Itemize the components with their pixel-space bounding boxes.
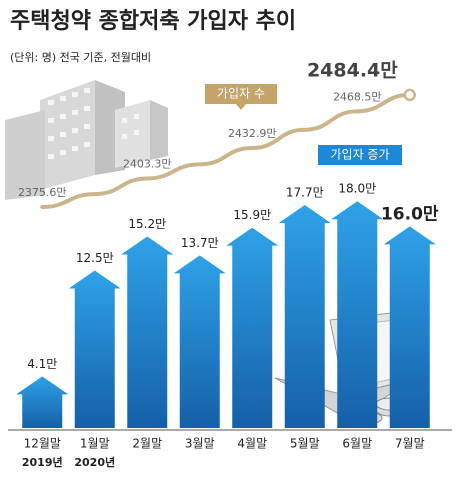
- bar-value-label: 17.7만: [286, 185, 324, 199]
- x-tick-label: 5월말: [290, 437, 320, 451]
- series-callout-label: 가입자 수: [217, 87, 265, 101]
- x-tick-label: 12월말: [24, 437, 61, 451]
- x-tick-label: 3월말: [185, 437, 215, 451]
- callout-pointer: [236, 104, 246, 110]
- bar-value-label: 15.9만: [233, 208, 271, 222]
- bar-arrow: [173, 255, 226, 428]
- x-tick-label: 2월말: [132, 437, 162, 451]
- x-tick-label: 6월말: [342, 437, 372, 451]
- bar-value-label: 15.2만: [128, 217, 166, 231]
- series-callout-box: [318, 145, 402, 165]
- x-tick-label: 7월말: [395, 437, 425, 451]
- bar-value-label: 13.7만: [181, 236, 219, 250]
- x-tick-sublabel: 2020년: [74, 455, 115, 469]
- bar-value-label: 18.0만: [338, 182, 376, 196]
- bar-arrow: [121, 236, 174, 428]
- line-value-label: 2432.9만: [228, 127, 277, 140]
- chart-title: 주택청약 종합저축 가입자 추이: [10, 8, 296, 34]
- series-callout-box: [205, 84, 277, 104]
- line-value-label: 2484.4만: [307, 59, 398, 81]
- bar-arrow: [68, 270, 121, 428]
- bar-arrow: [331, 201, 384, 428]
- bar-arrow: [278, 204, 331, 428]
- x-tick-label: 4월말: [237, 437, 267, 451]
- line-value-label: 2375.6만: [18, 186, 67, 199]
- chart-subtitle: (단위: 명) 전국 기준, 전월대비: [10, 51, 151, 64]
- bar-arrow: [226, 227, 279, 428]
- bar-arrow: [16, 376, 69, 428]
- line-end-dot: [403, 88, 416, 102]
- bar-value-label: 16.0만: [381, 204, 439, 224]
- line-series: [40, 92, 412, 209]
- line-value-label: 2468.5만: [333, 90, 382, 103]
- bar-value-label: 12.5만: [76, 251, 114, 265]
- line-value-label: 2403.3만: [123, 157, 172, 170]
- series-callout-label: 가입자 증가: [330, 148, 389, 162]
- buildings-illustration: [5, 80, 168, 200]
- x-tick-label: 1월말: [80, 437, 110, 451]
- bar-arrow: [383, 226, 436, 428]
- x-tick-sublabel: 2019년: [22, 455, 63, 469]
- bar-value-label: 4.1만: [27, 357, 57, 371]
